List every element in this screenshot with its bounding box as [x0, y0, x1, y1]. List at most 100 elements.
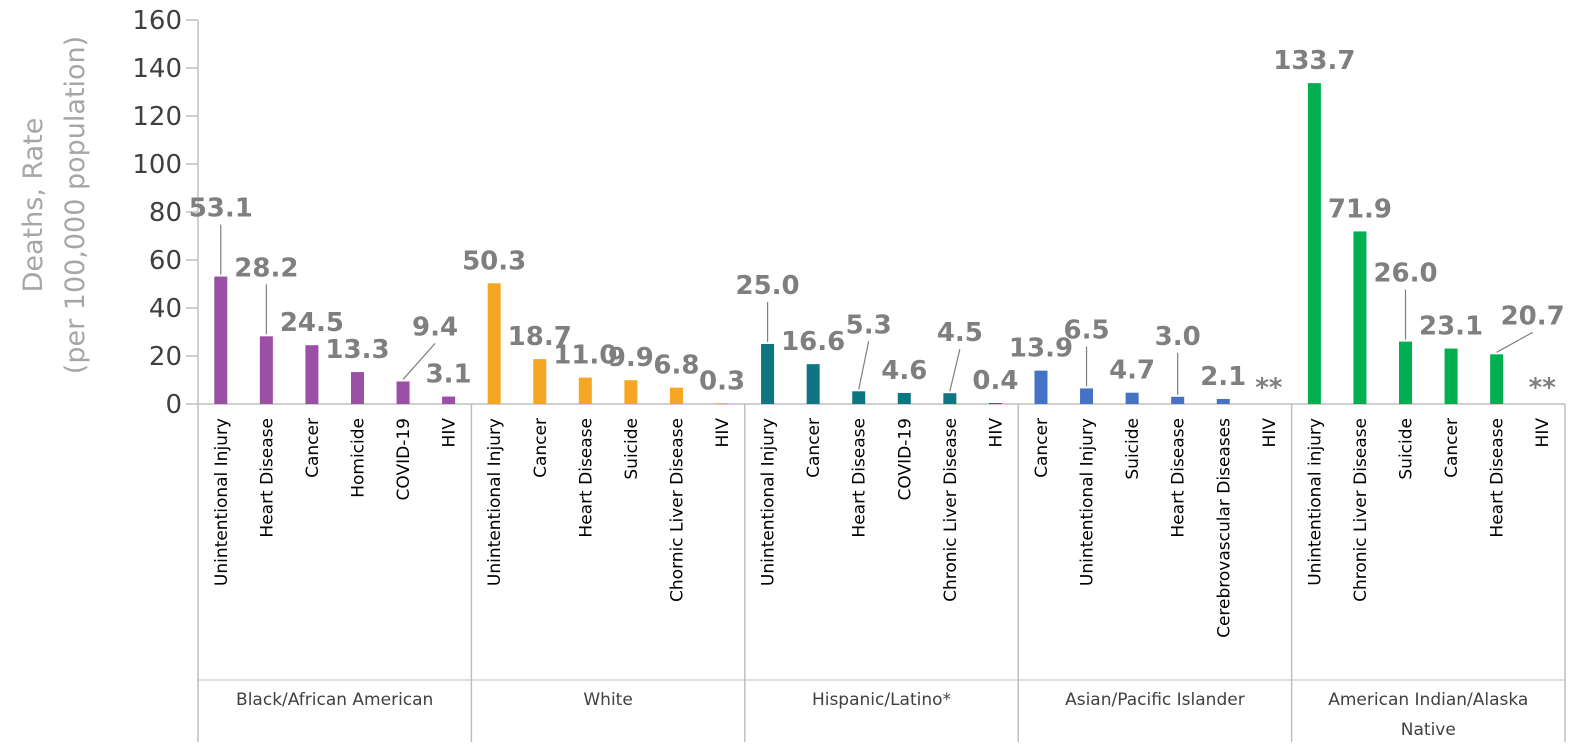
category-label: Unintentional Injury [759, 418, 779, 586]
data-label: 18.7 [508, 322, 572, 352]
data-label: 26.0 [1373, 259, 1437, 289]
category-label: Cancer [804, 418, 824, 478]
bar [1216, 398, 1230, 404]
category-label: COVID-19 [895, 418, 915, 500]
category-label: Homicide [348, 418, 368, 498]
category-label: Heart Disease [576, 418, 596, 538]
category-label: Unintentional Injury [212, 418, 232, 586]
data-label: 24.5 [280, 308, 344, 338]
category-label: Cancer [1032, 418, 1052, 478]
bar [214, 276, 228, 404]
bar [1080, 388, 1094, 404]
data-label: 25.0 [736, 271, 800, 301]
bar [761, 344, 775, 404]
y-tick-label: 80 [149, 198, 182, 228]
bar [305, 345, 319, 404]
bar [669, 387, 683, 404]
category-label: Chronic Liver Disease [1351, 418, 1371, 602]
category-label: Cancer [531, 418, 551, 478]
category-label: Heart Disease [1488, 418, 1508, 538]
y-tick-label: 120 [132, 102, 182, 132]
data-label: 13.3 [325, 335, 389, 365]
category-label: HIV [1533, 418, 1553, 448]
bar [442, 396, 456, 404]
data-label: 4.5 [937, 318, 983, 348]
category-label: Heart Disease [257, 418, 277, 538]
group-label: White [583, 690, 632, 710]
category-label: Unintentional Injury [485, 418, 505, 586]
leader-line [949, 349, 961, 392]
bar [624, 380, 638, 404]
y-tick-label: 160 [132, 6, 182, 36]
leader-line [1496, 331, 1533, 353]
category-label: Heart Disease [850, 418, 870, 538]
group-label: Hispanic/Latino* [812, 690, 951, 710]
data-label: 20.7 [1501, 301, 1565, 331]
category-label: Suicide [1397, 418, 1417, 480]
bar [943, 393, 957, 404]
data-label: 0.3 [699, 366, 745, 396]
bar [1353, 231, 1367, 404]
category-label: Unintentional injury [1305, 418, 1325, 586]
category-label: HIV [986, 418, 1006, 448]
data-label: 9.4 [412, 312, 458, 342]
bar [533, 359, 547, 404]
bar [1490, 354, 1504, 404]
data-label: 50.3 [462, 246, 526, 276]
data-label: 6.5 [1064, 315, 1110, 345]
data-label: ** [1529, 373, 1557, 403]
bars [214, 83, 1504, 405]
bar [487, 283, 501, 404]
data-label: ** [1255, 373, 1283, 403]
data-label: 16.6 [781, 327, 845, 357]
category-label: Cancer [1442, 418, 1462, 478]
y-tick-label: 20 [149, 342, 182, 372]
group-label: Black/African American [236, 690, 433, 710]
data-label: 3.1 [426, 360, 472, 390]
category-label: HIV [1260, 418, 1280, 448]
data-labels: 53.1 28.2 24.513.3 9.4 3.1 50.3 18.711.09.9 6.8… [189, 46, 1565, 403]
category-label: COVID-19 [394, 418, 414, 500]
category-label: Chronic Liver Disease [941, 418, 961, 602]
bar [350, 372, 364, 404]
y-axis-label-line2: (per 100,000 population) [60, 36, 91, 374]
group-label: Asian/Pacific Islander [1065, 690, 1245, 710]
bar [578, 377, 592, 404]
category-label: HIV [713, 418, 733, 448]
category-label: Unintentional Injury [1078, 418, 1098, 586]
category-label: Cancer [303, 418, 323, 478]
data-label: 53.1 [189, 194, 253, 224]
data-label: 6.8 [653, 351, 699, 381]
bar [1034, 370, 1048, 404]
data-label: 28.2 [234, 253, 298, 283]
category-label: Suicide [1123, 418, 1143, 480]
y-tick-label: 0 [165, 390, 182, 420]
category-labels: Black/African American Unintentional Inju… [212, 418, 1553, 740]
bar [1307, 83, 1321, 405]
y-tick-label: 100 [132, 150, 182, 180]
data-label: 3.0 [1155, 322, 1201, 352]
data-label: 13.9 [1009, 334, 1073, 364]
group-label: American Indian/Alaska Native [1328, 690, 1528, 740]
data-label: 71.9 [1328, 194, 1392, 224]
data-label: 2.1 [1200, 362, 1246, 392]
y-axis-title: Deaths, Rate (per 100,000 population) [18, 36, 91, 374]
bar [396, 381, 410, 404]
data-label: 9.9 [608, 343, 654, 373]
category-label: HIV [440, 418, 460, 448]
leader-line [402, 343, 436, 380]
bar [897, 392, 911, 404]
data-label: 4.6 [881, 356, 927, 386]
bar [259, 336, 273, 404]
data-label: 0.4 [972, 366, 1018, 396]
y-tick-label: 40 [149, 294, 182, 324]
category-label: Cerebrovascular Diseases [1214, 418, 1234, 638]
data-label: 23.1 [1419, 312, 1483, 342]
y-tick-label: 140 [132, 54, 182, 84]
y-tick-label: 60 [149, 246, 182, 276]
bar [1399, 341, 1413, 404]
bar [806, 364, 820, 404]
data-label: 5.3 [846, 310, 892, 340]
bar [988, 403, 1002, 404]
